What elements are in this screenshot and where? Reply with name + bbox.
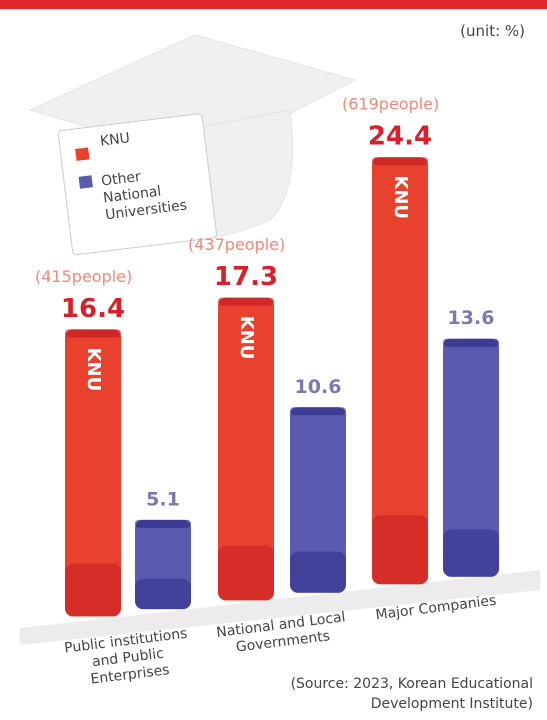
value-label: 17.3 [214, 262, 278, 292]
bar-shade [135, 578, 191, 610]
bar [65, 329, 121, 617]
unit-label: (unit: %) [460, 22, 525, 40]
bar-top [65, 329, 121, 338]
bar-top [135, 519, 191, 528]
bar-shade [65, 563, 121, 617]
bar-shade [443, 529, 499, 577]
bar [372, 157, 428, 585]
bar-top [372, 157, 428, 166]
floor [20, 570, 540, 645]
source: (Source: 2023, Korean Educational Develo… [290, 676, 533, 712]
bar-top [443, 338, 499, 347]
bar-shade [290, 551, 346, 593]
bar-top [290, 407, 346, 416]
people-annotation: (415people) [35, 267, 132, 286]
bar [443, 338, 499, 577]
value-label: 16.4 [61, 294, 125, 324]
value-label: 5.1 [146, 488, 180, 510]
value-label: 24.4 [368, 122, 432, 152]
bar [218, 297, 274, 601]
bar [290, 407, 346, 593]
bar-series-label: KNU [236, 316, 257, 360]
bar-shade [372, 515, 428, 585]
people-annotation: (437people) [188, 235, 285, 254]
bar-series-label: KNU [390, 175, 411, 219]
bar-top [218, 297, 274, 306]
legend-swatch [78, 175, 93, 189]
bar-series-label: KNU [83, 348, 104, 392]
legend-label: Other National Universities [100, 168, 188, 224]
bar-shade [218, 545, 274, 601]
value-label: 10.6 [295, 376, 342, 398]
legend-box [57, 113, 218, 256]
legend [57, 113, 218, 256]
legend-swatch [75, 147, 90, 161]
people-annotation: (619people) [342, 95, 439, 114]
value-label: 13.6 [448, 307, 495, 329]
top-band [0, 0, 547, 9]
